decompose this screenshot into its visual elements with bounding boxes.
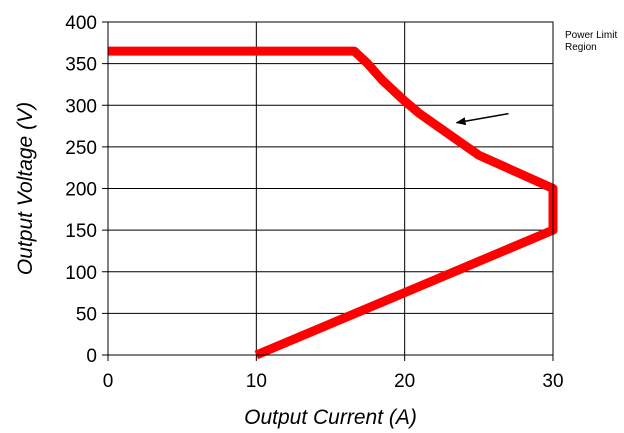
- y-tick-label: 300: [65, 96, 97, 117]
- x-tick-label: 20: [394, 371, 415, 392]
- annotation-line-2: Region: [565, 42, 597, 53]
- y-tick-label: 100: [65, 263, 97, 284]
- series-layer: [108, 46, 558, 360]
- x-tick-label: 0: [103, 371, 114, 392]
- y-tick-label: 0: [86, 346, 97, 367]
- series-line: [108, 46, 558, 360]
- tick-labels: 0 50 100 150 200 250 300 350 400 0 10 20 30: [65, 13, 563, 392]
- x-tick-label: 30: [542, 371, 563, 392]
- y-tick-label: 250: [65, 138, 97, 159]
- x-axis-title: Output Current (A): [244, 406, 417, 429]
- y-axis-title: Output Voltage (V): [14, 102, 37, 275]
- y-tick-label: 150: [65, 221, 97, 242]
- y-tick-label: 350: [65, 55, 97, 76]
- x-tick-label: 10: [246, 371, 267, 392]
- annotation-line-1: Power Limit: [565, 30, 617, 41]
- annotation: Power Limit Region: [455, 30, 617, 126]
- y-tick-label: 200: [65, 180, 97, 201]
- y-tick-label: 50: [76, 304, 97, 325]
- y-tick-label: 400: [65, 13, 97, 34]
- grid: [107, 21, 554, 356]
- annotation-arrow: [455, 112, 509, 126]
